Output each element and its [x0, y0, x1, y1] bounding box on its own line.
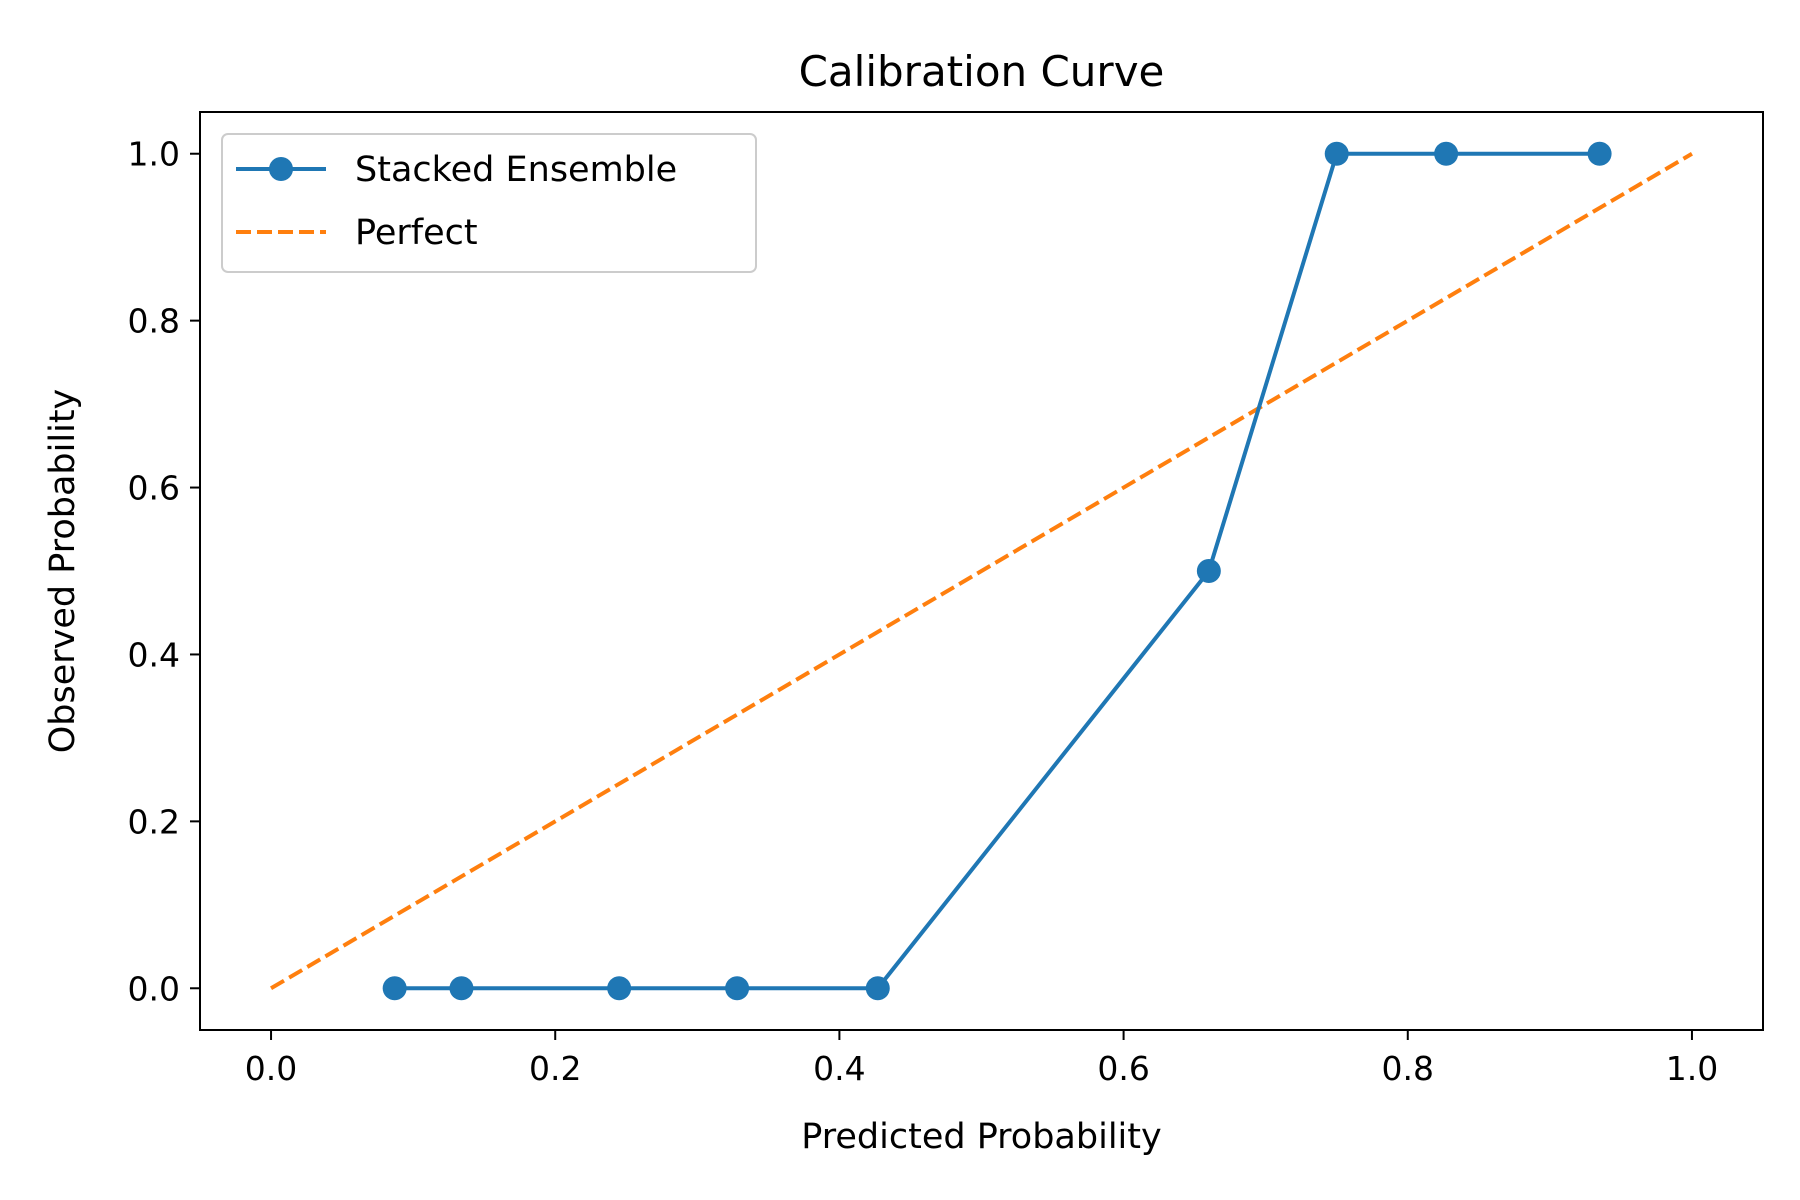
- data-point: [725, 976, 750, 1001]
- axes-frame: [199, 111, 1764, 1031]
- series-line-perfect: [270, 152, 1693, 990]
- data-point: [1587, 141, 1612, 166]
- y-tick-label: 0.2: [128, 802, 180, 841]
- y-tick-label: 0.4: [128, 635, 180, 674]
- x-tick-label: 0.4: [813, 1049, 865, 1088]
- x-tick-label: 0.8: [1382, 1049, 1434, 1088]
- legend-label-stacked-ensemble: Stacked Ensemble: [355, 150, 677, 190]
- x-tick-label: 1.0: [1666, 1049, 1718, 1088]
- data-point: [449, 976, 474, 1001]
- y-axis-label: Observed Probability: [43, 389, 83, 754]
- plot-area: [270, 141, 1693, 1001]
- data-point: [865, 976, 890, 1001]
- x-tick-label: 0.0: [245, 1049, 297, 1088]
- data-point: [1324, 141, 1349, 166]
- chart-title: Calibration Curve: [799, 47, 1165, 96]
- y-tick-label: 0.8: [128, 302, 180, 341]
- legend-label-perfect: Perfect: [355, 213, 478, 253]
- legend: Stacked Ensemble Perfect: [221, 133, 757, 273]
- x-tick-label: 0.2: [529, 1049, 581, 1088]
- y-tick-label: 0.0: [128, 969, 180, 1008]
- x-axis-label: Predicted Probability: [801, 1117, 1161, 1157]
- y-tick-label: 1.0: [128, 135, 180, 174]
- data-point: [607, 976, 632, 1001]
- data-point: [1434, 141, 1459, 166]
- axis-ticks: 0.0 0.2 0.4 0.6 0.8 1.0 0.0 0.2 0.4 0.6 0.8 1.0: [128, 135, 1719, 1088]
- data-point: [1196, 559, 1221, 583]
- legend-marker-stacked-ensemble: [269, 157, 293, 181]
- legend-box: [221, 133, 757, 273]
- data-point: [382, 976, 407, 1001]
- y-tick-label: 0.6: [128, 469, 180, 508]
- x-tick-label: 0.6: [1097, 1049, 1149, 1088]
